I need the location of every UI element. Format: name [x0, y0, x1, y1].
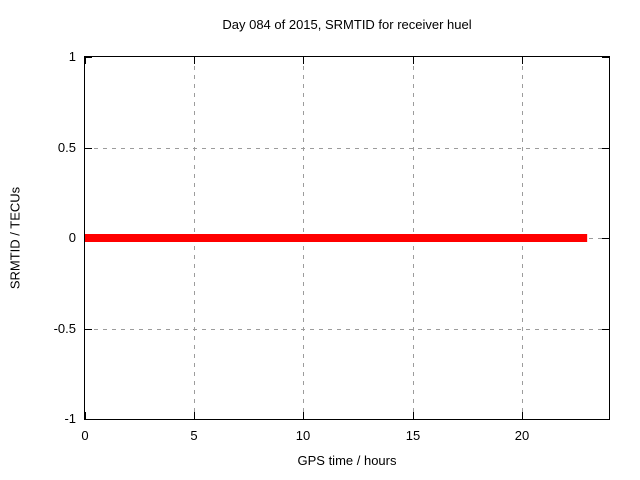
y-tick-mark [85, 57, 92, 58]
y-tick-mark [602, 57, 609, 58]
plot-area [84, 56, 610, 420]
y-tick-mark [602, 419, 609, 420]
x-tick-mark [413, 412, 414, 419]
y-tick-label: -1 [64, 411, 76, 426]
y-grid-line [85, 148, 609, 149]
x-tick-label: 20 [514, 428, 530, 443]
x-tick-mark [85, 412, 86, 419]
x-tick-mark [522, 412, 523, 419]
series-layer [85, 234, 588, 242]
x-tick-mark [522, 57, 523, 64]
x-tick-mark [303, 57, 304, 64]
x-tick-mark [194, 412, 195, 419]
y-tick-mark [602, 148, 609, 149]
y-tick-mark [602, 238, 609, 239]
y-tick-label: -0.5 [53, 321, 76, 336]
y-tick-label: 0.5 [57, 140, 76, 155]
x-tick-mark [85, 57, 86, 64]
x-tick-label: 5 [190, 428, 198, 443]
x-tick-mark [413, 57, 414, 64]
x-tick-label: 0 [81, 428, 89, 443]
y-grid-line [85, 329, 609, 330]
y-tick-mark [85, 329, 92, 330]
y-tick-label: 1 [68, 49, 76, 64]
x-axis-label: GPS time / hours [297, 453, 397, 468]
x-tick-label: 10 [295, 428, 311, 443]
y-tick-mark [602, 329, 609, 330]
chart-title: Day 084 of 2015, SRMTID for receiver hue… [222, 17, 472, 32]
y-tick-mark [85, 419, 92, 420]
y-tick-mark [85, 148, 92, 149]
y-tick-label: 0 [68, 230, 76, 245]
x-tick-mark [303, 412, 304, 419]
x-tick-mark [194, 57, 195, 64]
x-tick-label: 15 [405, 428, 421, 443]
